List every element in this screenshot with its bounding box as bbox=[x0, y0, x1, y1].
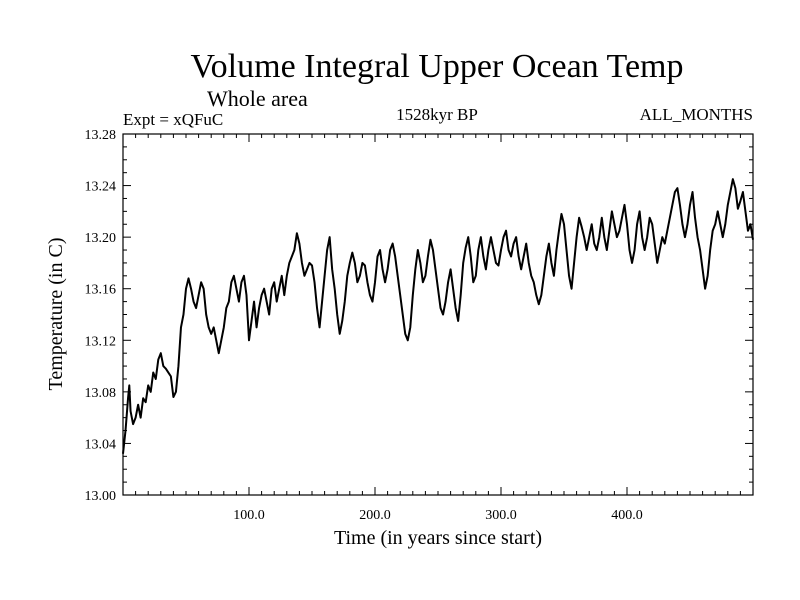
y-tick-label: 13.24 bbox=[85, 180, 117, 195]
x-tick-label: 200.0 bbox=[359, 508, 391, 523]
x-axis-ticks: 100.0 200.0 300.0 400.0 bbox=[135, 134, 741, 523]
x-tick-label: 100.0 bbox=[233, 508, 265, 523]
x-tick-label: 300.0 bbox=[485, 508, 517, 523]
y-tick-label: 13.20 bbox=[85, 231, 117, 246]
y-axis-ticks: 13.00 13.04 13.08 13.12 13.16 13.20 13.24 13.28 bbox=[85, 128, 753, 504]
series-layer bbox=[122, 178, 754, 454]
y-tick-label: 13.12 bbox=[85, 334, 117, 349]
x-axis-label: Time (in years since start) bbox=[334, 527, 542, 549]
plot-frame bbox=[122, 133, 754, 496]
chart-title: Volume Integral Upper Ocean Temp bbox=[191, 48, 684, 85]
y-tick-label: 13.04 bbox=[85, 437, 117, 452]
y-tick-label: 13.16 bbox=[85, 283, 117, 298]
chart-subtitle: Whole area bbox=[207, 86, 308, 111]
experiment-label: Expt = xQFuC bbox=[123, 110, 223, 129]
season-label: ALL_MONTHS bbox=[640, 105, 753, 124]
series-line-temperature bbox=[122, 178, 754, 454]
x-tick-label: 400.0 bbox=[611, 508, 643, 523]
y-tick-label: 13.00 bbox=[85, 489, 117, 504]
y-axis-label: Temperature (in C) bbox=[45, 238, 67, 391]
period-label: 1528kyr BP bbox=[396, 105, 478, 124]
y-tick-label: 13.08 bbox=[85, 386, 117, 401]
y-tick-label: 13.28 bbox=[85, 128, 117, 143]
